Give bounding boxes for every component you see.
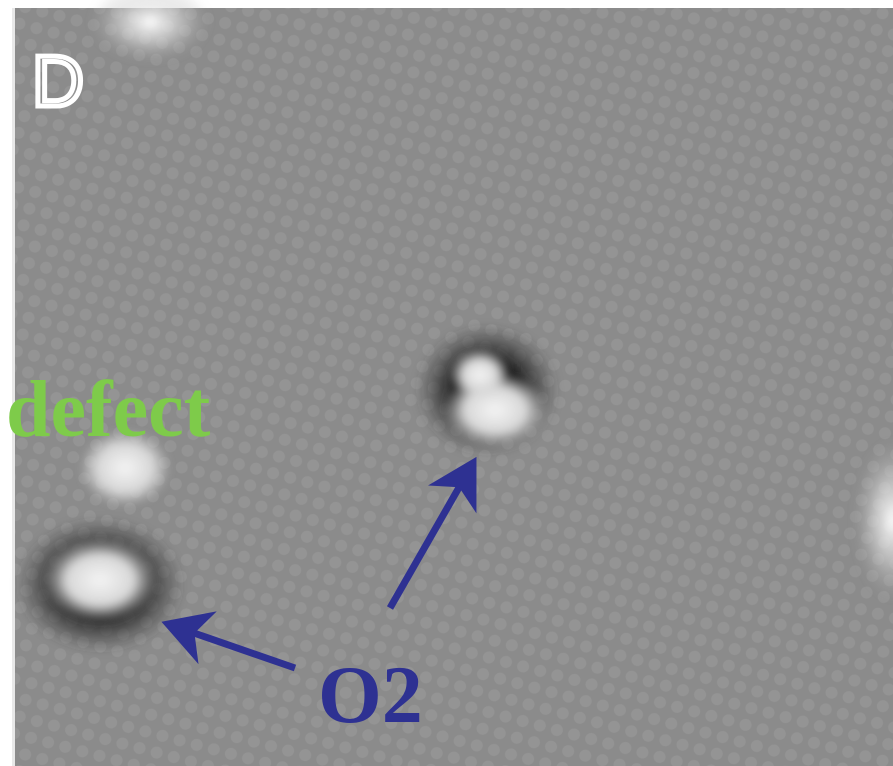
defect-label: defect — [6, 366, 211, 454]
o2-label: O2 — [318, 649, 423, 740]
panel-label: D — [32, 42, 84, 122]
page: D defect O2 (() => { const data = JSON.p… — [0, 0, 893, 766]
stm-image: D defect O2 — [0, 0, 893, 766]
